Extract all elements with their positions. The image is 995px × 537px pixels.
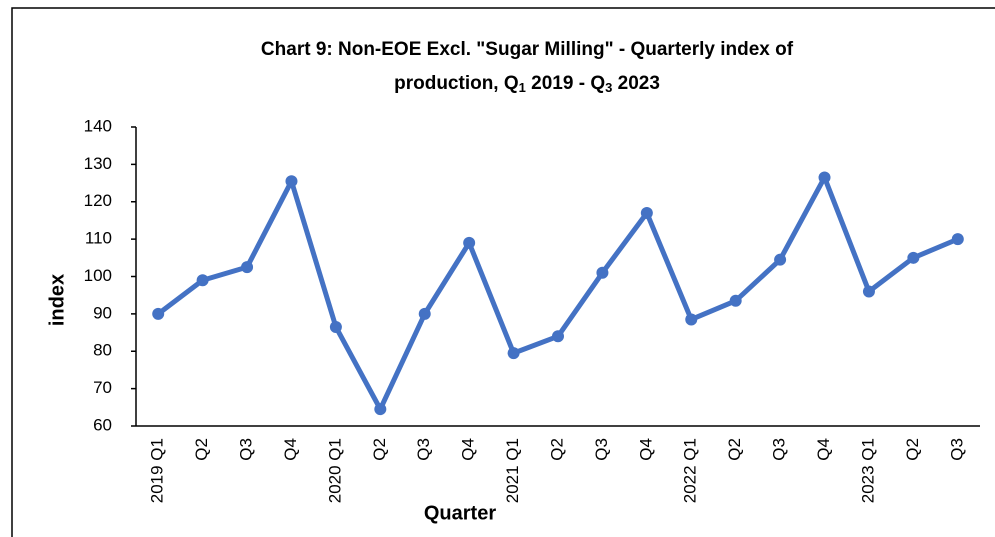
title-part: 2019 - Q (526, 73, 605, 94)
title-part: 2023 (612, 73, 660, 94)
title-subscript: 1 (519, 80, 526, 95)
point (241, 261, 254, 274)
point (552, 330, 564, 343)
x-tick-label: Q4 (814, 438, 833, 461)
x-tick-label: 2022 Q1 (681, 438, 700, 503)
x-tick-label: Q3 (947, 438, 966, 461)
x-tick-label: Q4 (459, 438, 478, 461)
y-tick-label: 140 (84, 116, 112, 135)
y-tick-label: 90 (93, 303, 112, 322)
y-tick-label: 110 (85, 229, 112, 248)
x-tick-label: Q4 (281, 438, 300, 461)
point (951, 233, 964, 246)
x-tick-label: 2019 Q1 (148, 438, 167, 503)
y-tick-label: 120 (84, 191, 112, 210)
x-tick-label: Q3 (770, 438, 789, 461)
point (329, 320, 342, 333)
y-tick-label: 100 (84, 266, 112, 285)
title-subscript: 3 (605, 80, 612, 95)
point (907, 251, 920, 264)
y-tick-label: 60 (93, 415, 112, 434)
chart-title: production, Q1 2019 - Q3 2023 (394, 73, 660, 95)
y-tick-label: 130 (84, 154, 112, 173)
x-axis-title: Quarter (424, 502, 496, 524)
x-tick-label: Q2 (725, 438, 744, 461)
point (418, 307, 431, 320)
point (729, 294, 742, 307)
y-axis-title: index (46, 274, 68, 326)
x-tick-label: Q3 (414, 438, 433, 461)
point (285, 175, 298, 188)
x-tick-label: Q2 (192, 438, 211, 461)
point (862, 285, 875, 298)
x-tick-label: Q2 (903, 438, 922, 461)
point (152, 307, 165, 320)
point (685, 313, 698, 326)
point (774, 253, 787, 266)
point (374, 403, 387, 416)
x-tick-label: Q4 (636, 438, 655, 461)
point (507, 347, 520, 360)
point (640, 206, 653, 219)
x-tick-label: Q2 (547, 438, 566, 461)
x-tick-label: 2023 Q1 (858, 438, 877, 503)
chart-title: Chart 9: Non-EOE Excl. "Sugar Milling" -… (261, 39, 794, 60)
point (463, 236, 476, 249)
chart-border (11, 7, 995, 537)
x-tick-label: Q3 (237, 438, 256, 461)
x-tick-label: 2021 Q1 (503, 438, 522, 503)
point (818, 171, 831, 184)
x-tick-label: Q3 (592, 438, 611, 461)
series-line (156, 174, 959, 412)
point (596, 266, 609, 279)
y-tick-label: 80 (93, 341, 112, 360)
x-tick-label: Q2 (370, 438, 389, 461)
title-part: production, Q (394, 73, 519, 94)
x-tick-label: 2020 Q1 (325, 438, 344, 503)
point (196, 274, 209, 287)
y-tick-label: 70 (93, 378, 112, 397)
